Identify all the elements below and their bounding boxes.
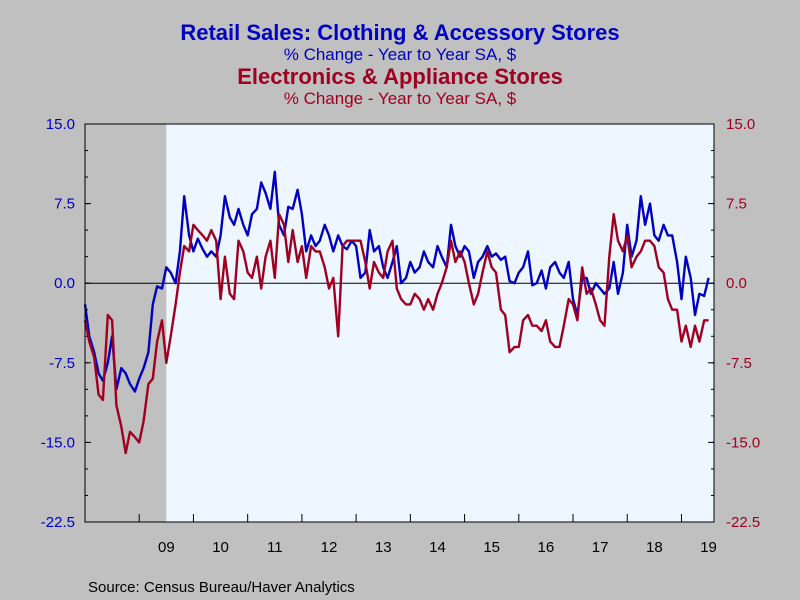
x-tick-label: 16 bbox=[538, 539, 555, 556]
right-tick-label: 15.0 bbox=[726, 116, 755, 133]
plot-background bbox=[85, 124, 714, 522]
left-tick-label: -15.0 bbox=[41, 434, 75, 451]
series-layer bbox=[83, 170, 710, 455]
right-tick-label: -15.0 bbox=[726, 434, 760, 451]
chart-title-electronics: Electronics & Appliance Stores bbox=[237, 64, 563, 89]
x-tick-label: 17 bbox=[592, 539, 609, 556]
right-tick-label: 0.0 bbox=[726, 275, 747, 292]
left-tick-label: 0.0 bbox=[54, 275, 75, 292]
right-tick-label: -22.5 bbox=[726, 514, 760, 531]
left-tick-label: -7.5 bbox=[49, 355, 75, 372]
chart-title-clothing: Retail Sales: Clothing & Accessory Store… bbox=[180, 20, 619, 45]
x-tick-label: 13 bbox=[375, 539, 392, 556]
plot-area bbox=[83, 123, 715, 523]
left-tick-label: 7.5 bbox=[54, 196, 75, 213]
right-tick-label: -7.5 bbox=[726, 355, 752, 372]
chart-subtitle-electronics: % Change - Year to Year SA, $ bbox=[284, 89, 517, 108]
source-note: Source: Census Bureau/Haver Analytics bbox=[88, 579, 355, 596]
x-axis: 09 10 11 12 13 14 15 16 17 18 19 bbox=[84, 514, 717, 556]
x-tick-label: 14 bbox=[429, 539, 446, 556]
x-tick-label: 11 bbox=[267, 539, 283, 556]
x-tick-label: 10 bbox=[212, 539, 229, 556]
left-tick-label: 15.0 bbox=[46, 116, 75, 133]
right-axis: 15.0 7.5 0.0 -7.5 -15.0 -22.5 bbox=[708, 116, 760, 531]
right-tick-label: 7.5 bbox=[726, 196, 747, 213]
x-tick-label: 12 bbox=[321, 539, 338, 556]
left-tick-label: -22.5 bbox=[41, 514, 75, 531]
series-line-electronics bbox=[83, 213, 709, 455]
series-line-clothing bbox=[83, 170, 710, 393]
left-axis: 15.0 7.5 0.0 -7.5 -15.0 -22.5 bbox=[41, 116, 91, 531]
x-tick-label: 19 bbox=[700, 539, 717, 556]
x-tick-label: 09 bbox=[158, 539, 175, 556]
plot-frame bbox=[84, 123, 715, 523]
x-tick-label: 15 bbox=[483, 539, 500, 556]
recession-shading bbox=[85, 124, 167, 522]
chart-subtitle-clothing: % Change - Year to Year SA, $ bbox=[284, 45, 517, 64]
x-tick-label: 18 bbox=[646, 539, 663, 556]
